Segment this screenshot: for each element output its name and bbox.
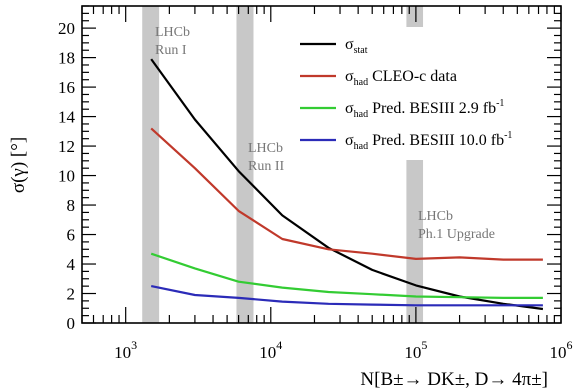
y-axis-title: σ(γ) [°] [8, 137, 29, 193]
legend-text: Pred. BESIII 10.0 fb [368, 132, 504, 149]
band-label-0-0: LHCb [155, 25, 190, 40]
band-label-1-1: Run II [248, 159, 285, 174]
x-tick-exponent: 6 [567, 338, 573, 352]
legend-label-2: σhad Pred. BESIII 2.9 fb-1 [345, 98, 504, 120]
legend-symbol: σ [345, 68, 354, 85]
y-tick-label: 4 [67, 255, 76, 274]
x-tick-base: 10 [114, 343, 131, 362]
x-tick-label: 103 [114, 338, 137, 362]
y-tick-label: 20 [58, 19, 75, 38]
legend-subscript: stat [354, 45, 368, 56]
x-tick-base: 10 [259, 343, 276, 362]
y-tick-label: 6 [67, 226, 76, 245]
band-label-0-1: Run I [155, 43, 187, 58]
x-tick-exponent: 5 [421, 338, 427, 352]
band-labels: LHCb Run I LHCb Run II LHCb Ph.1 Upgrade [155, 25, 495, 242]
band-1 [236, 6, 254, 323]
series-line-3 [150, 285, 543, 307]
x-tick-label: 105 [404, 338, 427, 362]
band-0 [142, 6, 160, 323]
y-tick-label: 2 [67, 285, 76, 304]
legend-text: CLEO-c data [368, 68, 457, 85]
x-tick-label: 104 [259, 338, 282, 362]
series-line-1 [150, 127, 543, 261]
x-tick-exponent: 4 [276, 338, 282, 352]
legend-subscript: had [354, 109, 368, 120]
y-tick-label: 8 [67, 196, 76, 215]
band-2-top [406, 6, 424, 27]
x-tick-label: 106 [550, 338, 573, 362]
legend-subscript: had [354, 77, 368, 88]
legend-text: Pred. BESIII 2.9 fb [368, 100, 496, 117]
y-tick-label: 0 [67, 314, 76, 333]
y-tick-label: 10 [58, 167, 75, 186]
y-tick-label: 16 [58, 78, 75, 97]
legend-label-1: σhad CLEO-c data [345, 68, 457, 88]
y-tick-label: 14 [58, 108, 76, 127]
y-tick-label: 18 [58, 49, 75, 68]
y-tick-label: 12 [58, 137, 75, 156]
series-lines [150, 58, 544, 311]
band-label-1-0: LHCb [248, 141, 283, 156]
legend-label-3: σhad Pred. BESIII 10.0 fb-1 [345, 130, 512, 152]
legend-symbol: σ [345, 100, 354, 117]
legend-symbol: σ [345, 132, 354, 149]
series-line-2 [150, 252, 543, 299]
x-tick-base: 10 [550, 343, 567, 362]
series-line-0 [150, 58, 544, 311]
x-tick-exponent: 3 [131, 338, 137, 352]
legend-symbol: σ [345, 36, 354, 53]
plot-frame [81, 5, 562, 324]
luminosity-bands [142, 6, 424, 323]
band-2 [406, 160, 424, 323]
legend-subscript: had [354, 141, 368, 152]
x-axis-title: N[B±→ DK±, D→ 4π±] [360, 369, 548, 390]
axis-ticks [81, 5, 562, 324]
band-label-2-1: Ph.1 Upgrade [418, 227, 495, 242]
band-label-2-0: LHCb [418, 209, 453, 224]
legend-superscript: -1 [496, 98, 504, 109]
legend-superscript: -1 [504, 130, 512, 141]
legend-label-0: σstat [345, 36, 368, 56]
x-tick-base: 10 [404, 343, 421, 362]
